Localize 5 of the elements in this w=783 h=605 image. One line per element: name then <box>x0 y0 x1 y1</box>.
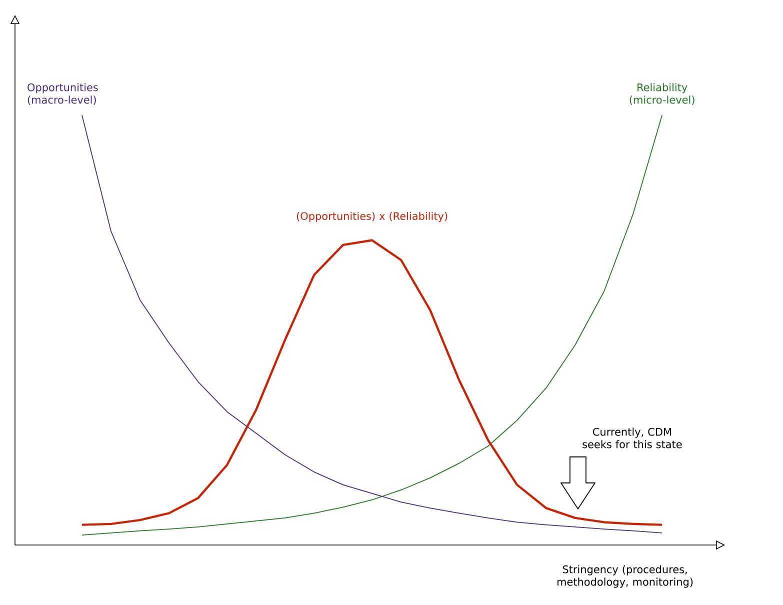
text: (Opportunities) x (Reliability) <box>296 212 448 222</box>
annotation: Currently, CDM seeks for this state <box>582 428 682 448</box>
series-label: Opportunities (macro-level) <box>28 83 98 105</box>
text: Reliability (micro-level) <box>630 83 694 105</box>
x-axis-title: Stringency (procedures, methodology, monitoring) <box>557 565 693 588</box>
